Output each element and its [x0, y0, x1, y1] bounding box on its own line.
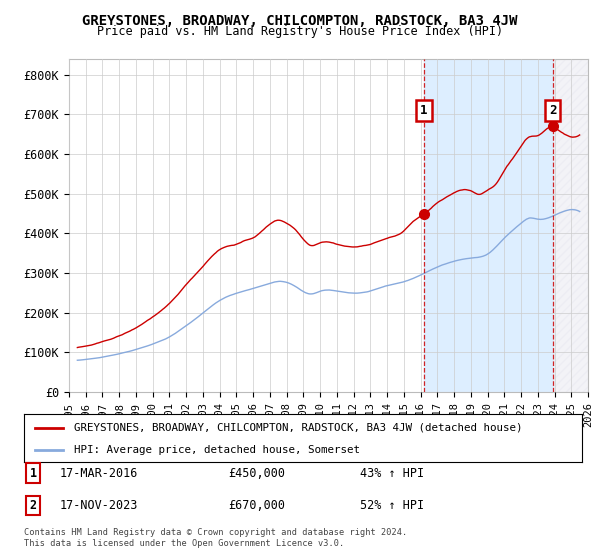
Text: GREYSTONES, BROADWAY, CHILCOMPTON, RADSTOCK, BA3 4JW (detached house): GREYSTONES, BROADWAY, CHILCOMPTON, RADST…	[74, 423, 523, 433]
Text: GREYSTONES, BROADWAY, CHILCOMPTON, RADSTOCK, BA3 4JW: GREYSTONES, BROADWAY, CHILCOMPTON, RADST…	[82, 14, 518, 28]
Text: 2: 2	[29, 499, 37, 512]
Text: Price paid vs. HM Land Registry's House Price Index (HPI): Price paid vs. HM Land Registry's House …	[97, 25, 503, 38]
Text: 43% ↑ HPI: 43% ↑ HPI	[360, 466, 424, 480]
Text: HPI: Average price, detached house, Somerset: HPI: Average price, detached house, Some…	[74, 445, 360, 455]
Text: Contains HM Land Registry data © Crown copyright and database right 2024.
This d: Contains HM Land Registry data © Crown c…	[24, 528, 407, 548]
Text: 17-MAR-2016: 17-MAR-2016	[60, 466, 139, 480]
Text: 17-NOV-2023: 17-NOV-2023	[60, 499, 139, 512]
Text: £450,000: £450,000	[228, 466, 285, 480]
Text: 52% ↑ HPI: 52% ↑ HPI	[360, 499, 424, 512]
Bar	[553, 59, 596, 392]
Text: £670,000: £670,000	[228, 499, 285, 512]
Bar	[424, 59, 553, 392]
Text: 1: 1	[421, 104, 428, 117]
Text: 2: 2	[549, 104, 556, 117]
Text: 1: 1	[29, 466, 37, 480]
